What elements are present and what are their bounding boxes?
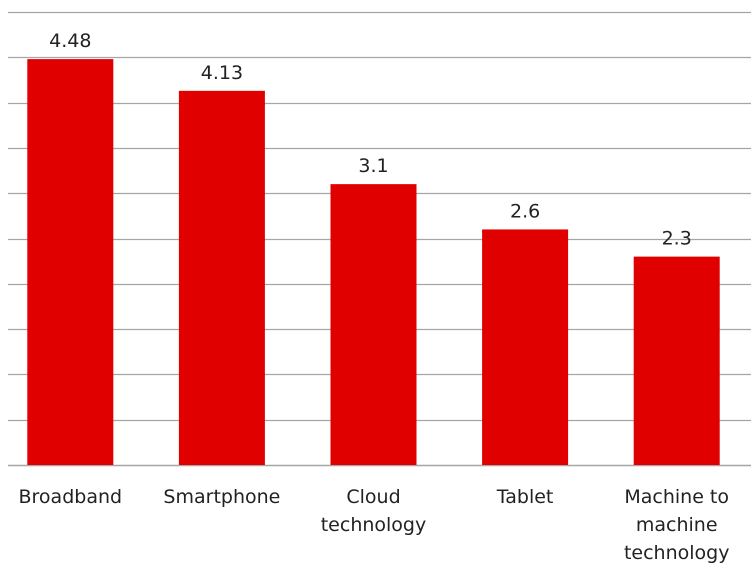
data-label: 4.13 (201, 62, 243, 84)
bar-machine-to-machine-technology (633, 256, 720, 465)
bar-tablet (482, 229, 569, 465)
bar-broadband (27, 59, 114, 465)
category-label-line: Machine to (624, 486, 729, 508)
data-label: 3.1 (358, 155, 388, 177)
category-label: Cloud technology (321, 486, 427, 536)
category-label-line: Cloud (346, 486, 400, 508)
data-label: 2.3 (662, 228, 692, 250)
bar-cloud-technology (330, 184, 417, 465)
category-label-line: Tablet (496, 486, 554, 508)
category-label: Tablet (496, 486, 554, 508)
bar-smartphone (178, 90, 265, 466)
category-label-line: Broadband (19, 486, 123, 508)
data-label: 4.48 (49, 30, 91, 52)
category-label-line: Smartphone (163, 486, 280, 508)
category-label-line: technology (321, 514, 427, 536)
bars (27, 59, 720, 466)
category-label-line: machine (636, 514, 718, 536)
value-labels: 4.48 4.13 3.1 2.6 2.3 (49, 30, 692, 250)
category-label-line: technology (624, 542, 730, 564)
data-label: 2.6 (510, 200, 540, 222)
category-label: Machine to machine technology (624, 486, 730, 564)
category-label: Broadband (19, 486, 123, 508)
category-label: Smartphone (163, 486, 280, 508)
category-labels: Broadband Smartphone Cloud technology Tablet… (19, 486, 730, 564)
